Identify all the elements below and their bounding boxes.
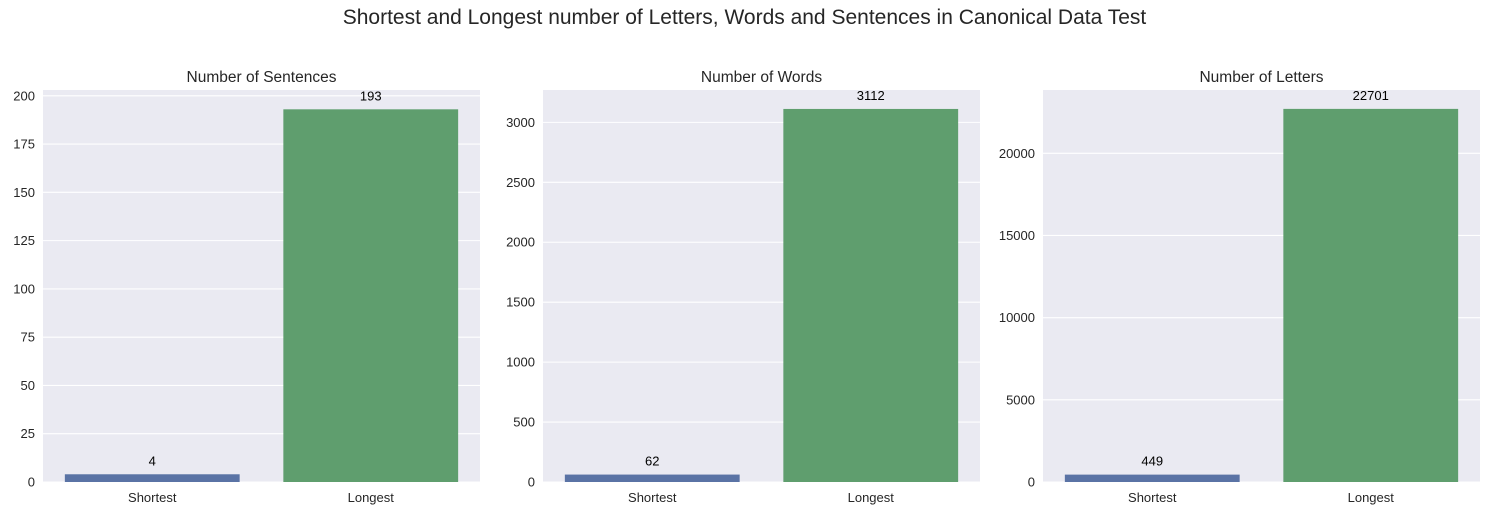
panel-title: Number of Sentences: [187, 69, 337, 86]
x-tick-label: Shortest: [128, 490, 177, 505]
x-tick-label: Shortest: [628, 490, 677, 505]
bar-longest: [283, 109, 459, 482]
y-tick-label: 1000: [506, 355, 535, 370]
y-tick-label: 75: [21, 330, 35, 345]
y-tick-label: 2500: [506, 175, 535, 190]
bar-longest: [1283, 108, 1459, 482]
panel-title: Number of Letters: [1199, 69, 1323, 86]
y-tick-label: 175: [13, 137, 35, 152]
panel-sentences: 0 25 50 75 100 125 150 175 200 4 Shortest 193 Longes…: [13, 69, 480, 505]
bar-value-label: 4: [149, 453, 156, 468]
bar-longest: [783, 108, 959, 482]
panel-words: 0 500 1000 1500 2000 2500 3000 62 Shortest 3112 Lo…: [506, 69, 980, 505]
x-tick-label: Longest: [1348, 490, 1395, 505]
y-tick-label: 150: [13, 185, 35, 200]
y-tick-label: 10000: [999, 310, 1035, 325]
y-tick-label: 50: [21, 378, 35, 393]
bar-value-label: 3112: [857, 88, 885, 103]
y-tick-label: 1500: [506, 295, 535, 310]
bar-value-label: 193: [360, 88, 382, 103]
bar-value-label: 449: [1141, 454, 1163, 469]
y-tick-label: 5000: [1006, 392, 1035, 407]
y-tick-label: 0: [528, 475, 535, 490]
y-tick-label: 15000: [999, 228, 1035, 243]
bar-value-label: 62: [645, 454, 659, 469]
panel-letters: 0 5000 10000 15000 20000 449 Shortest 22701 Long…: [999, 69, 1480, 505]
y-tick-label: 2000: [506, 235, 535, 250]
y-tick-label: 3000: [506, 115, 535, 130]
y-tick-label: 200: [13, 88, 35, 103]
x-tick-label: Longest: [848, 490, 895, 505]
bar-shortest: [564, 474, 740, 482]
y-tick-label: 125: [13, 233, 35, 248]
x-tick-label: Shortest: [1128, 490, 1177, 505]
figure-title: Shortest and Longest number of Letters, …: [342, 6, 1147, 29]
y-tick-label: 100: [13, 281, 35, 296]
panel-title: Number of Words: [701, 69, 822, 86]
y-tick-label: 500: [513, 415, 535, 430]
y-tick-label: 25: [21, 426, 35, 441]
bar-shortest: [1064, 474, 1240, 482]
bar-shortest: [64, 474, 240, 482]
x-tick-label: Longest: [348, 490, 395, 505]
bar-value-label: 22701: [1353, 88, 1389, 103]
y-tick-label: 0: [28, 475, 35, 490]
y-tick-label: 0: [1028, 475, 1035, 490]
y-tick-label: 20000: [999, 146, 1035, 161]
